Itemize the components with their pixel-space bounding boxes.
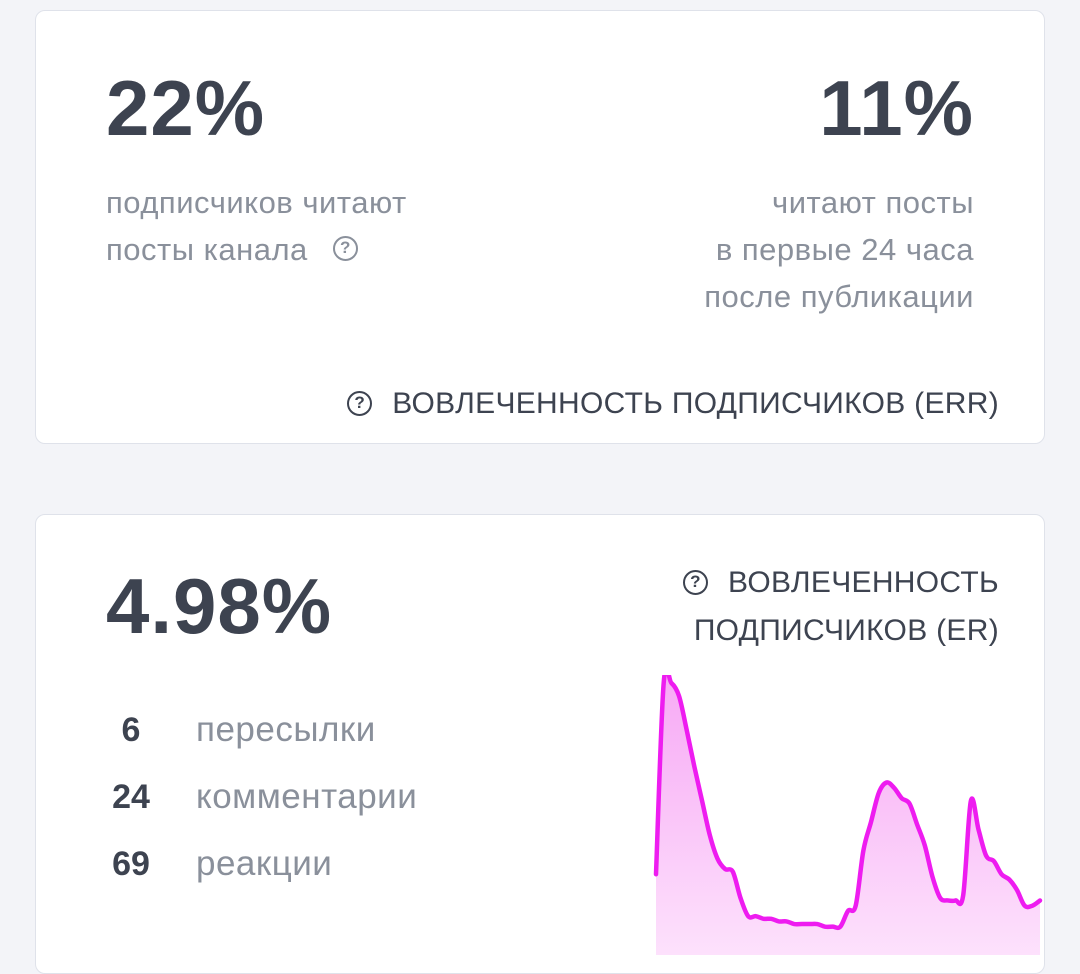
sparkline-point-2 [670,682,672,684]
comments-count: 24 [112,777,150,816]
sparkline-point-41 [970,800,972,802]
sparkline-point-14 [763,918,765,920]
forwards-label: пересылки [196,710,376,749]
stat-row-reactions: 69 реакции [106,839,332,889]
subscribers-read-line-2: посты канала ? [106,226,407,273]
sparkline-point-44 [993,860,995,862]
sparkline-point-16 [778,920,780,922]
sparkline-point-34 [916,823,918,825]
sparkline-point-30 [885,782,887,784]
first-day-line-1: читают посты [772,185,974,220]
sparkline-point-46 [1008,879,1010,880]
sparkline-line [653,675,1043,931]
sparkline-point-7 [709,834,711,836]
sparkline-point-31 [893,787,895,789]
err-title[interactable]: ? ВОВЛЕЧЕННОСТЬ ПОДПИСЧИКОВ (ERR) [347,380,999,428]
question-circle-icon[interactable]: ? [683,569,709,595]
sparkline-point-37 [939,897,941,899]
subscribers-read-percent: 22% [106,64,266,152]
sparkline-point-15 [770,918,772,920]
sparkline-area [656,675,1040,955]
question-circle-icon[interactable]: ? [347,390,373,416]
subscribers-read-caption: подписчиков читают посты канала ? [106,179,407,273]
question-circle-icon[interactable]: ? [332,236,358,262]
er-title-line-2: ПОДПИСЧИКОВ (ER) [693,614,999,647]
er-percent: 4.98% [106,562,333,650]
er-title[interactable]: ? ВОВЛЕЧЕННОСТЬ ПОДПИСЧИКОВ (ER) [683,559,999,655]
comments-label: комментарии [196,777,418,816]
sparkline-point-29 [878,792,880,794]
sparkline-point-1 [663,682,665,684]
stat-row-comments: 24 комментарии [106,772,417,822]
subscribers-read-line-2-text: посты канала [106,232,308,267]
sparkline-point-0 [655,873,657,875]
sparkline-point-3 [678,695,680,697]
sparkline-point-13 [755,915,757,917]
sparkline-point-6 [701,800,703,802]
sparkline-point-50 [1039,899,1041,901]
sparkline-point-35 [924,844,926,846]
first-day-percent: 11% [819,64,974,152]
reactions-count: 69 [112,844,150,883]
err-title-text: ВОВЛЕЧЕННОСТЬ ПОДПИСЧИКОВ (ERR) [392,387,999,420]
stat-row-forwards: 6 пересылки [106,705,376,755]
sparkline-point-19 [801,923,803,925]
sparkline-point-48 [1024,905,1026,907]
sparkline-point-12 [747,915,749,917]
subscribers-read-line-1: подписчиков читают [106,185,407,220]
sparkline-point-20 [809,923,811,925]
sparkline-point-27 [862,850,864,852]
sparkline-point-18 [793,923,795,925]
err-card: 22% подписчиков читают посты канала ? 11… [35,10,1045,444]
sparkline-point-45 [1001,873,1003,875]
sparkline-point-25 [847,910,849,912]
er-sparkline-chart [653,675,1043,955]
reactions-label: реакции [196,844,333,883]
sparkline-point-40 [962,894,964,896]
sparkline-point-32 [901,797,903,799]
forwards-count: 6 [121,710,141,749]
sparkline-point-39 [955,899,957,901]
first-day-line-3: после публикации [704,279,974,314]
sparkline-point-21 [816,923,818,925]
sparkline-points [655,682,1041,928]
sparkline-point-5 [693,766,695,768]
sparkline-point-26 [855,905,857,907]
er-title-line-1: ВОВЛЕЧЕННОСТЬ [728,566,999,599]
sparkline-point-9 [724,868,726,870]
sparkline-point-43 [985,855,987,857]
sparkline-point-8 [716,858,718,860]
first-day-line-2: в первые 24 часа [715,232,974,267]
sparkline-point-23 [832,926,834,928]
sparkline-point-42 [978,829,980,831]
sparkline-point-11 [739,897,741,899]
sparkline-point-4 [686,729,688,731]
sparkline-point-36 [931,876,933,878]
sparkline-point-33 [908,803,910,805]
sparkline-point-47 [1016,889,1018,891]
sparkline-point-10 [732,871,734,873]
er-title-line-1-row: ? ВОВЛЕЧЕННОСТЬ [683,559,999,607]
sparkline-point-22 [824,926,826,928]
sparkline-point-17 [786,920,788,922]
first-day-caption: читают посты в первые 24 часа после публ… [704,179,974,320]
sparkline-point-24 [839,926,841,928]
er-card: 4.98% ? ВОВЛЕЧЕННОСТЬ ПОДПИСЧИКОВ (ER) 6… [35,514,1045,974]
sparkline-point-28 [870,821,872,823]
sparkline-point-38 [947,899,949,901]
sparkline-point-49 [1031,905,1033,907]
